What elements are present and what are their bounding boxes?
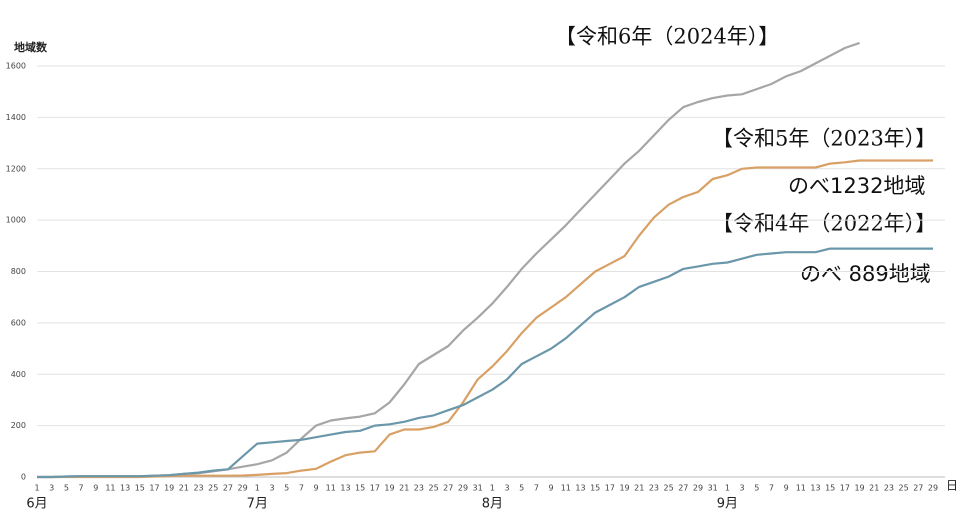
y-tick-label: 1000 [6,216,26,225]
month-label: 6月 [26,497,47,512]
x-tick-label: 15 [590,484,600,493]
x-tick-label: 17 [605,484,615,493]
x-tick-label: 17 [840,484,850,493]
x-tick-label: 27 [443,484,453,493]
x-tick-label: 17 [149,484,159,493]
y-tick-label: 1400 [6,113,26,122]
x-tick-label: 9 [314,484,319,493]
x-tick-label: 11 [796,484,806,493]
x-tick-label: 3 [49,484,54,493]
x-tick-label: 3 [504,484,509,493]
x-unit-label: 日 [946,479,958,493]
x-tick-label: 5 [754,484,759,493]
x-tick-label: 31 [473,484,483,493]
y-tick-label: 800 [11,267,26,276]
x-tick-label: 19 [384,484,394,493]
y-tick-label: 0 [21,473,26,482]
series-label: 【令和4年（2022年）】 [712,212,936,236]
month-label: 7月 [247,497,268,512]
x-tick-label: 27 [223,484,233,493]
x-tick-label: 21 [399,484,409,493]
x-tick-label: 11 [326,484,336,493]
x-tick-label: 25 [664,484,674,493]
month-label: 8月 [482,497,503,512]
series-line [37,247,933,479]
x-tick-label: 31 [708,484,718,493]
x-tick-label: 19 [619,484,629,493]
x-tick-label: 1 [34,484,39,493]
x-tick-label: 29 [458,484,468,493]
x-tick-label: 7 [769,484,774,493]
y-tick-label: 400 [11,370,26,379]
x-tick-label: 17 [370,484,380,493]
x-tick-label: 25 [208,484,218,493]
month-label: 9月 [717,497,738,512]
x-tick-label: 1 [725,484,730,493]
x-tick-label: 23 [414,484,424,493]
annotation: のべ 889地域 [800,262,931,286]
x-tick-label: 21 [634,484,644,493]
annotation: のべ1232地域 [788,174,925,198]
x-tick-label: 5 [64,484,69,493]
x-tick-label: 29 [693,484,703,493]
x-tick-label: 21 [869,484,879,493]
x-tick-label: 13 [810,484,820,493]
x-tick-label: 1 [490,484,495,493]
x-tick-label: 5 [284,484,289,493]
series-label: 【令和6年（2024年）】 [555,25,779,49]
x-tick-label: 13 [575,484,585,493]
x-tick-label: 13 [120,484,130,493]
x-tick-label: 19 [164,484,174,493]
x-tick-label: 23 [193,484,203,493]
series-line [37,159,933,479]
x-tick-label: 29 [928,484,938,493]
x-tick-label: 9 [93,484,98,493]
x-tick-label: 29 [238,484,248,493]
x-tick-label: 25 [428,484,438,493]
y-tick-label: 600 [11,318,26,327]
series-label: 【令和5年（2023年）】 [712,127,936,151]
x-tick-label: 1 [255,484,260,493]
x-tick-label: 7 [299,484,304,493]
x-tick-label: 13 [340,484,350,493]
x-tick-label: 3 [740,484,745,493]
x-tick-label: 7 [534,484,539,493]
y-axis-label: 地域数 [14,40,48,54]
x-tick-label: 25 [899,484,909,493]
x-tick-label: 27 [678,484,688,493]
x-tick-label: 7 [79,484,84,493]
x-tick-label: 11 [561,484,571,493]
y-tick-label: 200 [11,421,26,430]
x-tick-label: 23 [649,484,659,493]
x-tick-label: 5 [519,484,524,493]
x-tick-label: 3 [269,484,274,493]
x-tick-label: 21 [179,484,189,493]
y-tick-label: 1200 [6,164,26,173]
x-tick-label: 11 [105,484,115,493]
x-tick-label: 9 [784,484,789,493]
x-tick-label: 15 [825,484,835,493]
x-tick-label: 9 [549,484,554,493]
x-tick-label: 15 [135,484,145,493]
x-tick-label: 27 [913,484,923,493]
x-tick-label: 19 [854,484,864,493]
x-tick-label: 23 [884,484,894,493]
y-tick-label: 1600 [6,62,26,71]
x-tick-label: 15 [355,484,365,493]
